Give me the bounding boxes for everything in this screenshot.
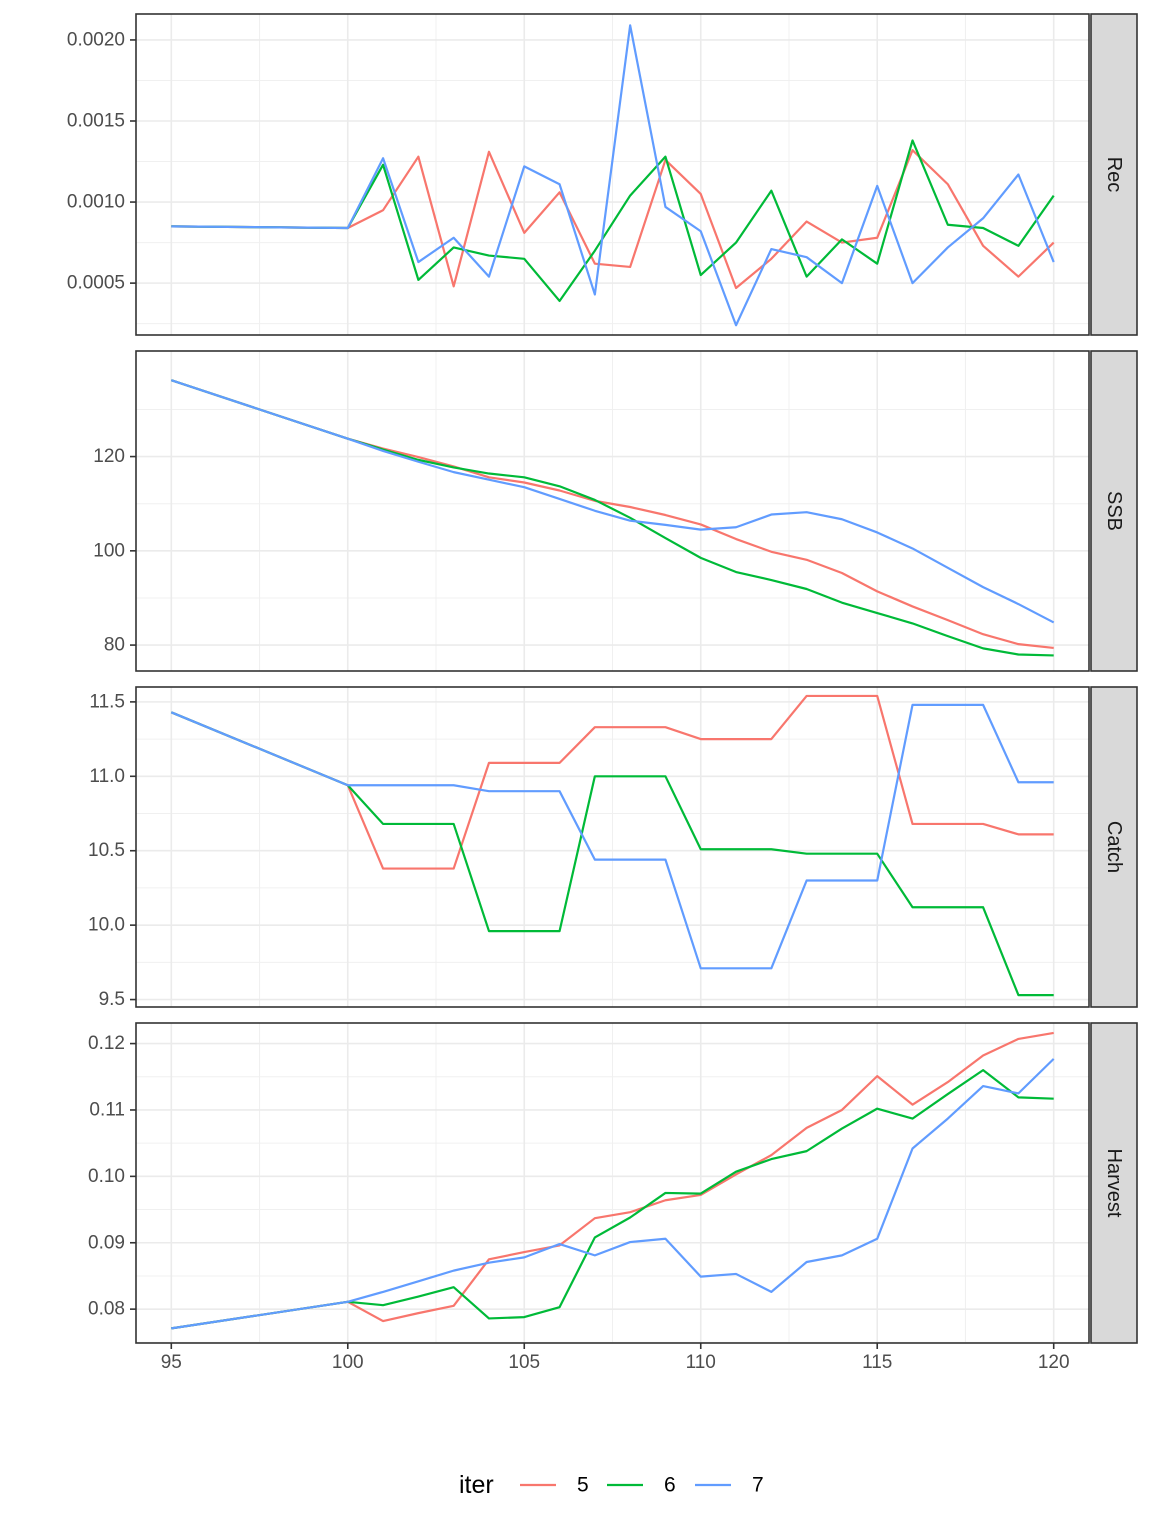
y-tick-label: 80	[104, 635, 125, 656]
x-tick-label: 100	[332, 1352, 364, 1373]
panel-ssb: 80 100 120 SSB	[93, 350, 1138, 672]
x-tick-label: 95	[161, 1352, 182, 1373]
y-tick-label: 120	[93, 446, 125, 467]
series-line-harvest-iter-5	[171, 1031, 1054, 1330]
panel-catch-border	[135, 686, 1090, 1008]
y-tick-label: 10.5	[88, 840, 125, 861]
y-tick-label: 0.0020	[67, 29, 125, 50]
y-tick-label: 11.5	[89, 691, 125, 712]
y-tick-label: 10.0	[88, 915, 125, 936]
y-tick-label: 0.09	[88, 1232, 125, 1253]
panel-harvest-border	[135, 1022, 1090, 1344]
y-tick-label: 0.0010	[67, 192, 125, 213]
panel-rec: 0.0005 0.0010 0.0015 0.0020 Rec	[67, 13, 1138, 336]
series-line-rec-iter-6	[171, 139, 1055, 303]
x-tick-label: 115	[862, 1352, 892, 1373]
x-axis: 95 100 105 110 115 120	[161, 1343, 1070, 1373]
facet-strip-ssb	[1090, 350, 1138, 672]
facet-strip-rec	[1090, 13, 1138, 336]
series-line-rec-iter-5	[171, 149, 1055, 290]
x-tick-label: 120	[1038, 1352, 1070, 1373]
legend: iter 5 6 7	[459, 1471, 764, 1499]
series-line-catch-iter-5	[170, 694, 1054, 870]
legend-label-iter-7: 7	[752, 1474, 764, 1497]
panel-catch: 9.5 10.0 10.5 11.0 11.5 Catch	[88, 686, 1138, 1010]
y-tick-label: 11.0	[89, 766, 125, 787]
series-line-ssb-iter-7	[170, 379, 1055, 624]
series-line-ssb-iter-6	[170, 379, 1054, 657]
x-tick-label: 110	[686, 1352, 716, 1373]
panel-ssb-border	[135, 350, 1090, 672]
facet-strip-harvest	[1090, 1022, 1138, 1344]
facet-strip-label-ssb: SSB	[1103, 491, 1125, 531]
series-line-harvest-iter-6	[171, 1069, 1054, 1330]
legend-label-iter-5: 5	[577, 1474, 589, 1497]
y-tick-label: 0.12	[88, 1033, 125, 1054]
facet-strip-catch	[1090, 686, 1138, 1008]
legend-title: iter	[459, 1471, 494, 1499]
series-line-catch-iter-7	[170, 703, 1054, 970]
panels: 0.0005 0.0010 0.0015 0.0020 Rec 80 100 120 SSB 9.…	[67, 13, 1138, 1344]
legend-label-iter-6: 6	[664, 1474, 676, 1497]
facet-strip-label-harvest: Harvest	[1103, 1149, 1125, 1218]
y-tick-label: 0.0015	[67, 111, 125, 132]
y-tick-label: 9.5	[99, 989, 125, 1010]
facet-strip-label-rec: Rec	[1103, 157, 1125, 193]
panel-rec-border	[135, 13, 1090, 336]
series-line-catch-iter-6	[170, 711, 1054, 997]
y-tick-label: 0.10	[88, 1166, 125, 1187]
y-tick-label: 0.11	[89, 1099, 125, 1120]
series-line-rec-iter-7	[171, 24, 1055, 327]
series-line-ssb-iter-5	[170, 379, 1054, 650]
series-line-harvest-iter-7	[171, 1058, 1055, 1330]
y-tick-label: 0.08	[88, 1299, 125, 1320]
y-tick-label: 100	[93, 540, 125, 561]
x-tick-label: 105	[508, 1352, 540, 1373]
y-tick-label: 0.0005	[67, 273, 125, 294]
panel-harvest: 0.08 0.09 0.10 0.11 0.12 Harvest	[88, 1022, 1138, 1344]
facet-strip-label-catch: Catch	[1103, 821, 1125, 873]
